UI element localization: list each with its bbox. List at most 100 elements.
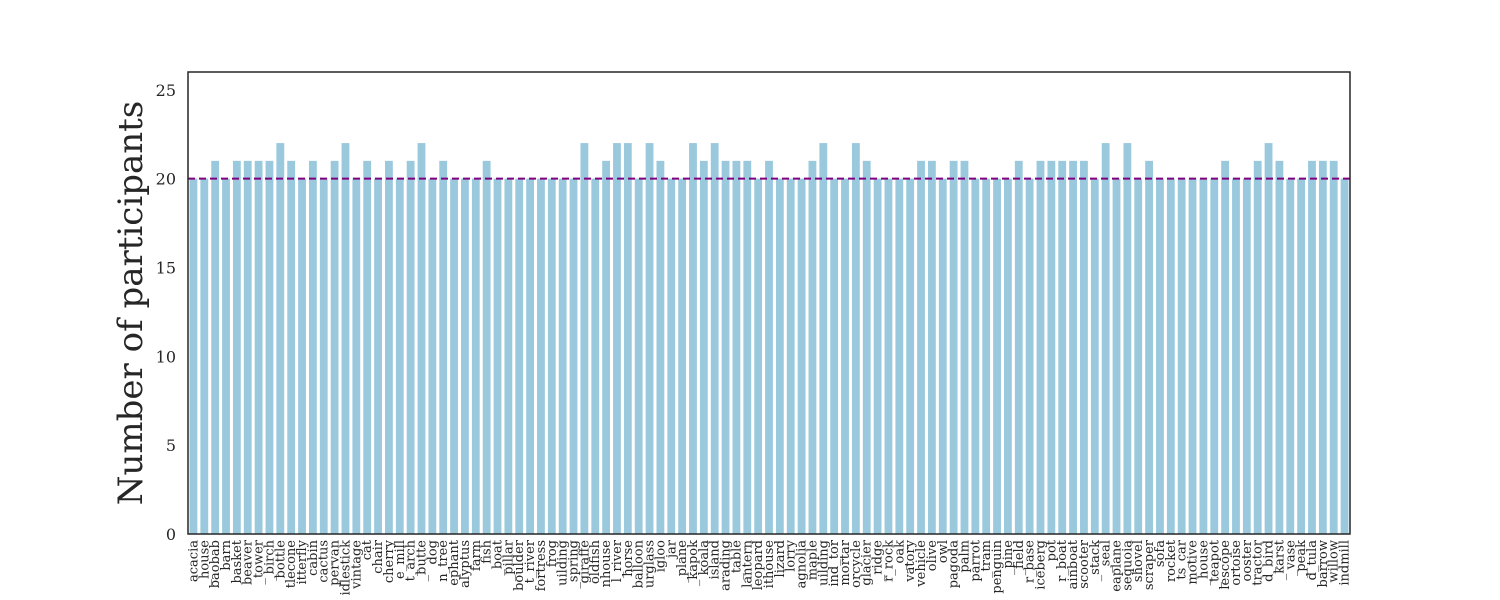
x-tick-label: beaver [241, 539, 256, 585]
bar-barrow [1318, 160, 1327, 534]
bar-shovel [1134, 178, 1143, 534]
bar-iceberg [1036, 160, 1045, 534]
x-tick-label: pot [1044, 539, 1059, 561]
x-tick-label: chair [371, 539, 386, 574]
bar-motive [1188, 178, 1197, 534]
x-tick-label: lorry [784, 539, 799, 571]
bar-mortar [841, 178, 849, 534]
bar-alyptus [461, 178, 469, 534]
x-tick-label: pervan [328, 539, 343, 585]
x-tick-label: alyptus [458, 540, 473, 588]
x-tick-label: arading [719, 540, 734, 591]
bar-vintage [352, 178, 361, 534]
x-tick-label: vehicle [914, 540, 929, 588]
bar-orcycle [851, 143, 860, 535]
x-tick-label: _karst [1272, 539, 1287, 580]
bar-maple [808, 160, 817, 534]
bar-lorry [786, 178, 795, 534]
bar-_house [1199, 178, 1208, 534]
bar-koala [699, 160, 708, 534]
bar-nhouse [602, 160, 611, 534]
x-tick-label: boulder [512, 539, 527, 591]
bar-lescope [1221, 160, 1230, 534]
x-tick-label: palm [957, 540, 972, 573]
x-tick-label: agnolia [795, 540, 810, 589]
bar-n_tree [439, 160, 448, 534]
x-tick-label: _pine [1001, 540, 1016, 575]
bar-frog [547, 178, 556, 534]
bar-_seal [1101, 143, 1110, 535]
bar-_teapot [1210, 178, 1219, 534]
x-tick-label: orcycle [849, 540, 864, 588]
bar-cherry [384, 160, 393, 534]
x-tick-label: idlestick [338, 540, 353, 596]
bar-d_bird [1264, 143, 1273, 535]
bar-barn [222, 178, 230, 534]
x-tick-label: l_river [610, 539, 625, 582]
x-tick-label: sofa [1153, 540, 1168, 567]
bar-_house [200, 178, 209, 534]
bar-_oak [895, 178, 904, 534]
x-tick-label: e_mill [393, 540, 408, 579]
bar-_table [732, 160, 741, 534]
bar-l_river [613, 143, 621, 535]
bar-_tram [982, 178, 991, 534]
x-tick-label: _field [1012, 540, 1027, 575]
x-tick-label: _seal [1099, 540, 1114, 573]
bar-_birch [265, 160, 274, 534]
bar-_boat [493, 178, 502, 534]
x-tick-label: ainboat [1066, 539, 1081, 589]
x-tick-label: _birch [262, 539, 277, 580]
bar-cabin [308, 160, 317, 534]
x-axis-tick-labels: acacia_housebaobabbarnbasketbeaver_tower… [186, 539, 1352, 595]
x-tick-label: balloon [632, 539, 647, 588]
bar-acacia [189, 178, 198, 534]
bar-scraper [1145, 160, 1154, 534]
bar-r_base [1025, 178, 1034, 534]
x-tick-label: fortress [534, 540, 549, 591]
bar-willow [1329, 160, 1338, 534]
bars-group [189, 143, 1349, 535]
x-tick-label: scooter [1077, 539, 1092, 589]
bar-ephant [450, 178, 458, 534]
x-tick-label: _stack [1088, 540, 1103, 581]
bar-_pine [1004, 178, 1012, 534]
x-tick-label: basket [230, 539, 245, 583]
bar-jar [667, 178, 676, 534]
bar-basket [232, 160, 241, 534]
x-tick-label: baobab [208, 540, 223, 588]
x-tick-label: d_bird [1262, 540, 1277, 582]
x-tick-label: ooster [1240, 539, 1255, 581]
x-tick-label: owl [936, 540, 951, 563]
bar-urglass [645, 143, 654, 535]
x-tick-label: nhouse [599, 540, 614, 588]
x-tick-label: mortar [838, 539, 853, 585]
bar-r_boat [1058, 160, 1067, 534]
bar-eaplane [1112, 178, 1121, 534]
x-tick-label: acacia [186, 540, 201, 582]
bar-_tower [254, 160, 263, 534]
bar-palm [960, 160, 969, 534]
plot-frame [187, 71, 1351, 535]
x-tick-label: _vase [1283, 540, 1298, 576]
x-tick-label: t_river [523, 539, 538, 583]
bar-pervan [330, 160, 339, 534]
x-tick-label: penguin [990, 539, 1005, 593]
x-tick-label: leopard [751, 540, 766, 590]
bar-fish [482, 160, 491, 534]
y-tick-label: 25 [156, 81, 176, 100]
x-tick-label: shovel [1131, 540, 1146, 582]
x-tick-label: _spring [567, 540, 582, 589]
x-tick-label: _house [197, 540, 212, 586]
bar-idlestick [341, 143, 350, 535]
bar-vehicle [917, 160, 925, 534]
bar-oldfish [591, 178, 600, 534]
x-tick-label: parrot [968, 539, 983, 581]
x-tick-label: r_base [1023, 540, 1038, 583]
bar-penguin [993, 178, 1001, 534]
bar-ortoise [1232, 178, 1240, 534]
x-tick-label: r_boat [1055, 539, 1070, 582]
x-tick-label: dog [425, 540, 440, 564]
bar-pagoda [949, 160, 958, 534]
bar-leopard [754, 178, 763, 534]
